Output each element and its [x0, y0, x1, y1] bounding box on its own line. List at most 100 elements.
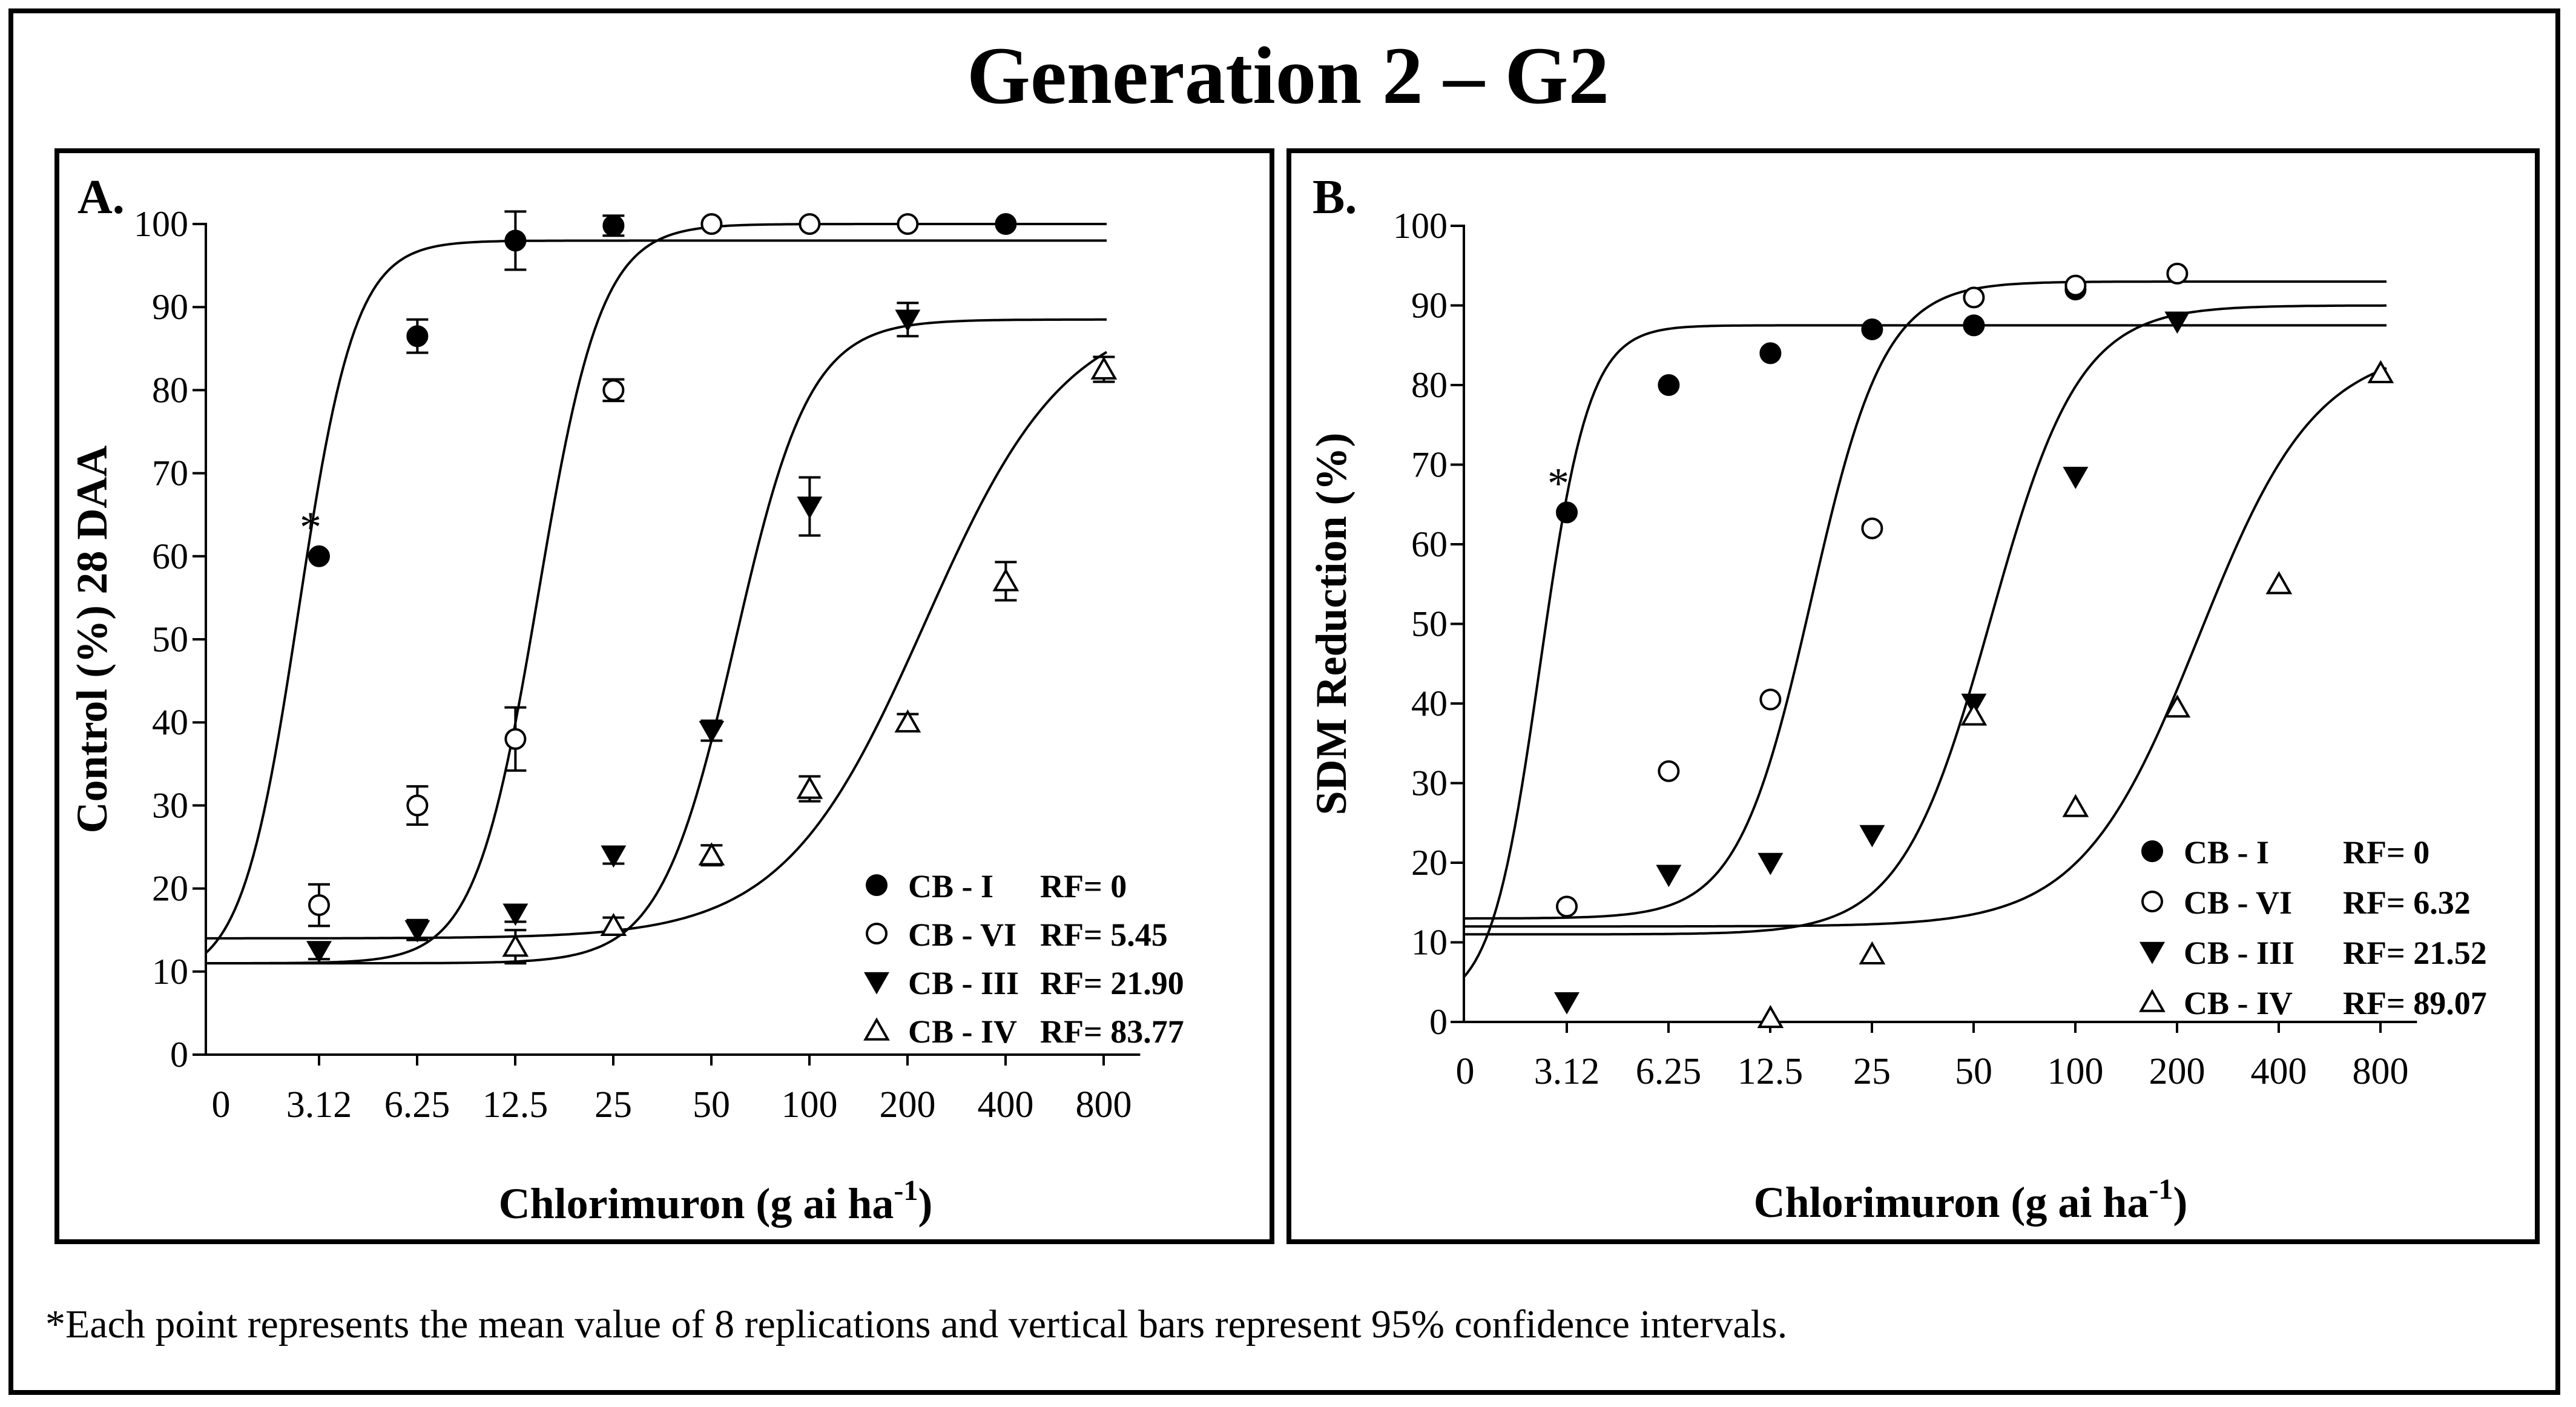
- series-cb-i: [1556, 278, 2087, 524]
- series-cb-vi: [1556, 262, 2189, 918]
- data-point: [404, 920, 430, 943]
- y-tick-label: 70: [152, 453, 188, 493]
- fit-curve-cb-i: [205, 239, 1107, 954]
- data-point: [1859, 825, 1885, 848]
- y-tick-label: 30: [1411, 763, 1448, 803]
- x-label-end: ): [918, 1179, 932, 1228]
- x-tick-label: 200: [2149, 1051, 2205, 1092]
- x-label-main: Chlorimuron (g ai ha: [1754, 1178, 2149, 1227]
- panel-a-chart: 0 10 20 30 40 50 60 70 80 90 100 0 3.12 6.25 12.5 25 50 1…: [68, 171, 1184, 1228]
- data-point: [504, 229, 527, 252]
- data-point: [1656, 865, 1682, 888]
- panel-b-annotation: *: [1547, 459, 1569, 507]
- legend-marker: [863, 1017, 890, 1041]
- x-tick-label: 200: [880, 1084, 936, 1125]
- legend-rf: RF= 83.77: [1040, 1013, 1184, 1050]
- y-tick-label: 70: [1411, 445, 1448, 485]
- y-tick-label: 10: [1411, 923, 1448, 963]
- data-point: [2164, 311, 2190, 334]
- y-tick-label: 0: [170, 1035, 188, 1075]
- data-point: [1556, 501, 1578, 524]
- data-point: [1963, 286, 1985, 309]
- data-point: [895, 309, 921, 332]
- x-label-sup: -1: [894, 1175, 918, 1207]
- legend-name: CB - IV: [908, 1013, 1017, 1050]
- data-point: [992, 568, 1020, 591]
- legend-rf: RF= 0: [2343, 834, 2429, 871]
- x-tick-label: 50: [693, 1084, 730, 1125]
- y-tick-label: 10: [152, 952, 188, 992]
- footnote: *Each point represents the mean value of…: [45, 1302, 1788, 1346]
- data-point: [2367, 360, 2394, 383]
- data-point: [1861, 318, 1883, 340]
- data-point: [897, 213, 919, 235]
- x-tick-label: 3.12: [1534, 1051, 1600, 1092]
- x-tick-label: 12.5: [483, 1084, 548, 1125]
- data-point: [2064, 274, 2087, 297]
- legend-name: CB - I: [2184, 834, 2269, 871]
- legend-rf: RF= 5.45: [1040, 917, 1168, 953]
- legend-rf: RF= 89.07: [2343, 985, 2487, 1021]
- legend-rf: RF= 21.90: [1040, 965, 1184, 1001]
- data-point: [1960, 702, 1988, 726]
- data-point: [1757, 852, 1784, 875]
- x-tick-label: 400: [978, 1084, 1034, 1125]
- data-point: [308, 894, 330, 917]
- x-tick-label: 100: [782, 1084, 838, 1125]
- y-tick-label: 80: [1411, 365, 1448, 405]
- figure-title: Generation 2 – G2: [966, 31, 1610, 121]
- x-tick-label: 400: [2251, 1051, 2307, 1092]
- x-tick-label: 25: [595, 1084, 632, 1125]
- data-point: [700, 213, 723, 235]
- series-cb-i: [308, 210, 1017, 567]
- data-point: [1859, 941, 1886, 964]
- x-tick-label: 12.5: [1738, 1051, 1804, 1092]
- panel-a-y-axis-label: Control (%) 28 DAA: [68, 446, 116, 834]
- legend-marker: [864, 972, 889, 995]
- y-tick-label: 20: [152, 869, 188, 909]
- series-cb-iv: [502, 355, 1118, 965]
- fit-curve-cb-i: [1463, 324, 2387, 978]
- data-point: [799, 213, 821, 235]
- fit-curve-cb-iii: [206, 318, 1107, 965]
- data-point: [1757, 1004, 1784, 1029]
- data-point: [308, 545, 330, 567]
- panel-a-x-axis-label: Chlorimuron (g ai ha-1): [499, 1175, 933, 1228]
- fit-curve-cb-iii: [1464, 304, 2387, 936]
- x-tick-label: 800: [2353, 1051, 2409, 1092]
- x-tick-label: 3.12: [286, 1084, 352, 1125]
- x-tick-label: 50: [1955, 1051, 1992, 1092]
- legend-name: CB - III: [908, 965, 1019, 1001]
- y-tick-label: 90: [152, 287, 188, 327]
- x-label-end: ): [2173, 1178, 2187, 1227]
- legend-marker: [866, 923, 888, 944]
- legend-name: CB - III: [2184, 935, 2294, 971]
- legend-name: CB - I: [908, 868, 993, 904]
- data-point: [1658, 374, 1680, 396]
- legend-name: CB - IV: [2184, 985, 2293, 1021]
- fit-curve-cb-vi: [1464, 280, 2387, 920]
- data-point: [1861, 517, 1883, 539]
- data-point: [2265, 571, 2293, 595]
- legend-rf: RF= 6.32: [2343, 885, 2471, 921]
- data-point: [796, 776, 823, 799]
- data-point: [602, 214, 625, 237]
- data-point: [2063, 467, 2089, 489]
- y-tick-label: 0: [1429, 1002, 1448, 1042]
- data-point: [600, 912, 627, 937]
- x-tick-label: 6.25: [1636, 1051, 1702, 1092]
- data-point: [601, 845, 627, 868]
- y-tick-label: 100: [1393, 206, 1448, 246]
- panel-a-label: A.: [77, 171, 125, 224]
- data-point: [894, 709, 921, 733]
- data-point: [1090, 356, 1118, 380]
- data-point: [2164, 694, 2191, 718]
- data-point: [1658, 760, 1680, 782]
- data-point: [1963, 314, 1985, 337]
- data-point: [698, 842, 725, 866]
- data-point: [504, 728, 527, 750]
- y-tick-label: 50: [152, 619, 188, 659]
- data-point: [306, 941, 332, 964]
- data-point: [602, 379, 625, 401]
